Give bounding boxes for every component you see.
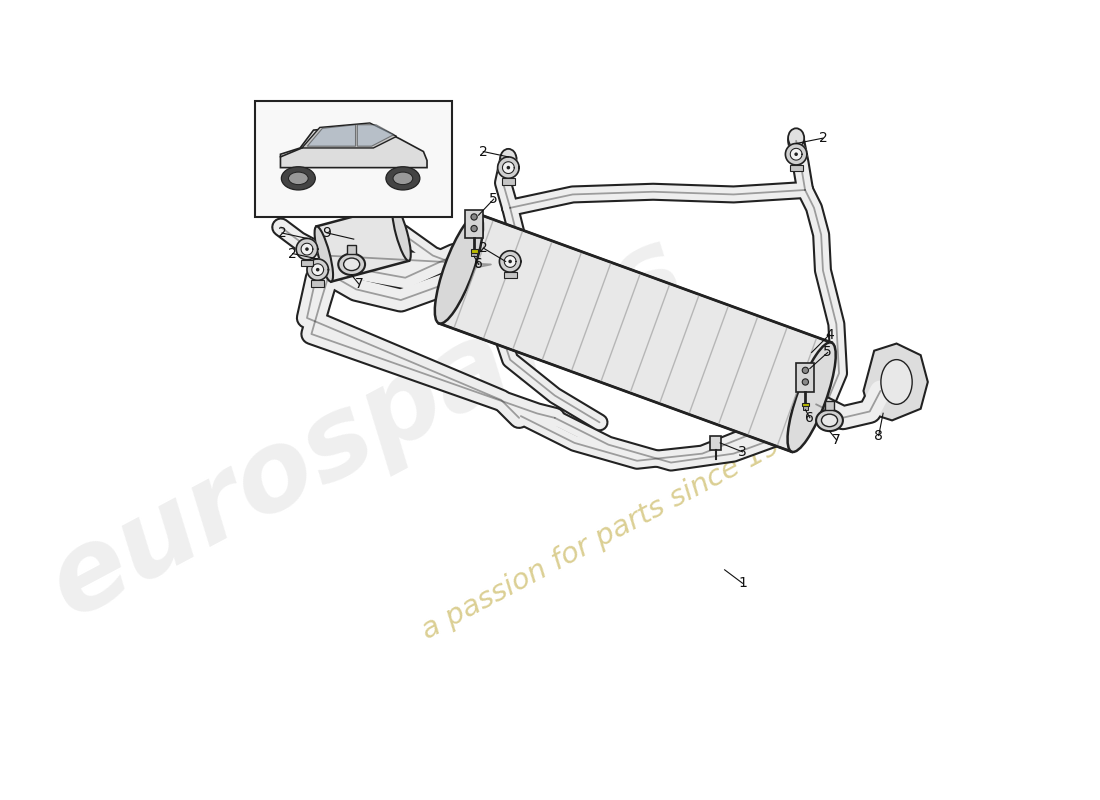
Bar (300, 260, 313, 266)
Circle shape (316, 268, 319, 271)
Ellipse shape (434, 214, 483, 323)
Text: 7: 7 (354, 277, 363, 291)
Ellipse shape (816, 410, 843, 431)
Polygon shape (301, 123, 397, 148)
Polygon shape (864, 343, 927, 420)
Polygon shape (790, 148, 802, 160)
Bar (255, 101, 452, 217)
Bar (311, 280, 324, 286)
Polygon shape (499, 250, 521, 272)
Polygon shape (497, 157, 519, 178)
Text: 6: 6 (474, 258, 483, 271)
Bar (471, 249, 477, 253)
Text: a passion for parts since 1985: a passion for parts since 1985 (417, 414, 818, 646)
Polygon shape (307, 259, 329, 280)
Ellipse shape (822, 414, 837, 426)
Text: 6: 6 (805, 410, 814, 425)
Bar (825, 401, 834, 410)
Polygon shape (785, 143, 807, 165)
Circle shape (802, 379, 808, 385)
Ellipse shape (788, 342, 836, 452)
Text: 8: 8 (874, 429, 883, 442)
Bar (803, 406, 808, 410)
Text: 2: 2 (277, 226, 286, 240)
Polygon shape (439, 214, 832, 452)
Circle shape (471, 214, 477, 220)
Circle shape (802, 367, 808, 374)
Ellipse shape (500, 149, 516, 169)
Bar (348, 245, 356, 254)
Ellipse shape (881, 360, 912, 404)
Ellipse shape (788, 128, 804, 148)
Text: 5: 5 (823, 346, 832, 359)
Text: 7: 7 (833, 433, 842, 447)
Text: 2: 2 (478, 145, 487, 158)
Text: eurospares: eurospares (32, 214, 703, 639)
Circle shape (471, 226, 477, 232)
Text: 2: 2 (478, 241, 487, 255)
Ellipse shape (393, 206, 410, 261)
Circle shape (794, 153, 797, 156)
Bar (711, 436, 722, 450)
Ellipse shape (282, 166, 316, 190)
Polygon shape (503, 162, 515, 174)
Bar (802, 402, 808, 406)
Ellipse shape (338, 254, 365, 275)
Polygon shape (307, 125, 355, 146)
Polygon shape (296, 238, 318, 260)
Ellipse shape (288, 172, 308, 185)
Polygon shape (504, 255, 516, 267)
Text: 2: 2 (288, 246, 297, 261)
Bar (472, 253, 476, 256)
Text: 2: 2 (818, 131, 827, 145)
Polygon shape (311, 264, 323, 275)
Bar (790, 165, 803, 171)
Text: 9: 9 (322, 226, 331, 240)
Circle shape (507, 166, 510, 170)
Ellipse shape (343, 258, 360, 270)
Polygon shape (317, 206, 409, 282)
Text: 1: 1 (738, 576, 747, 590)
Bar (504, 272, 517, 278)
Bar (796, 363, 814, 392)
Ellipse shape (315, 226, 333, 282)
Polygon shape (358, 125, 394, 146)
Text: 5: 5 (490, 192, 498, 206)
Circle shape (305, 247, 309, 251)
Circle shape (508, 260, 512, 263)
Ellipse shape (386, 166, 420, 190)
Bar (465, 210, 483, 238)
Text: 4: 4 (825, 328, 834, 342)
Text: 3: 3 (738, 445, 747, 459)
Bar (502, 178, 515, 185)
Polygon shape (301, 243, 312, 255)
Ellipse shape (393, 172, 412, 185)
Polygon shape (280, 125, 427, 168)
